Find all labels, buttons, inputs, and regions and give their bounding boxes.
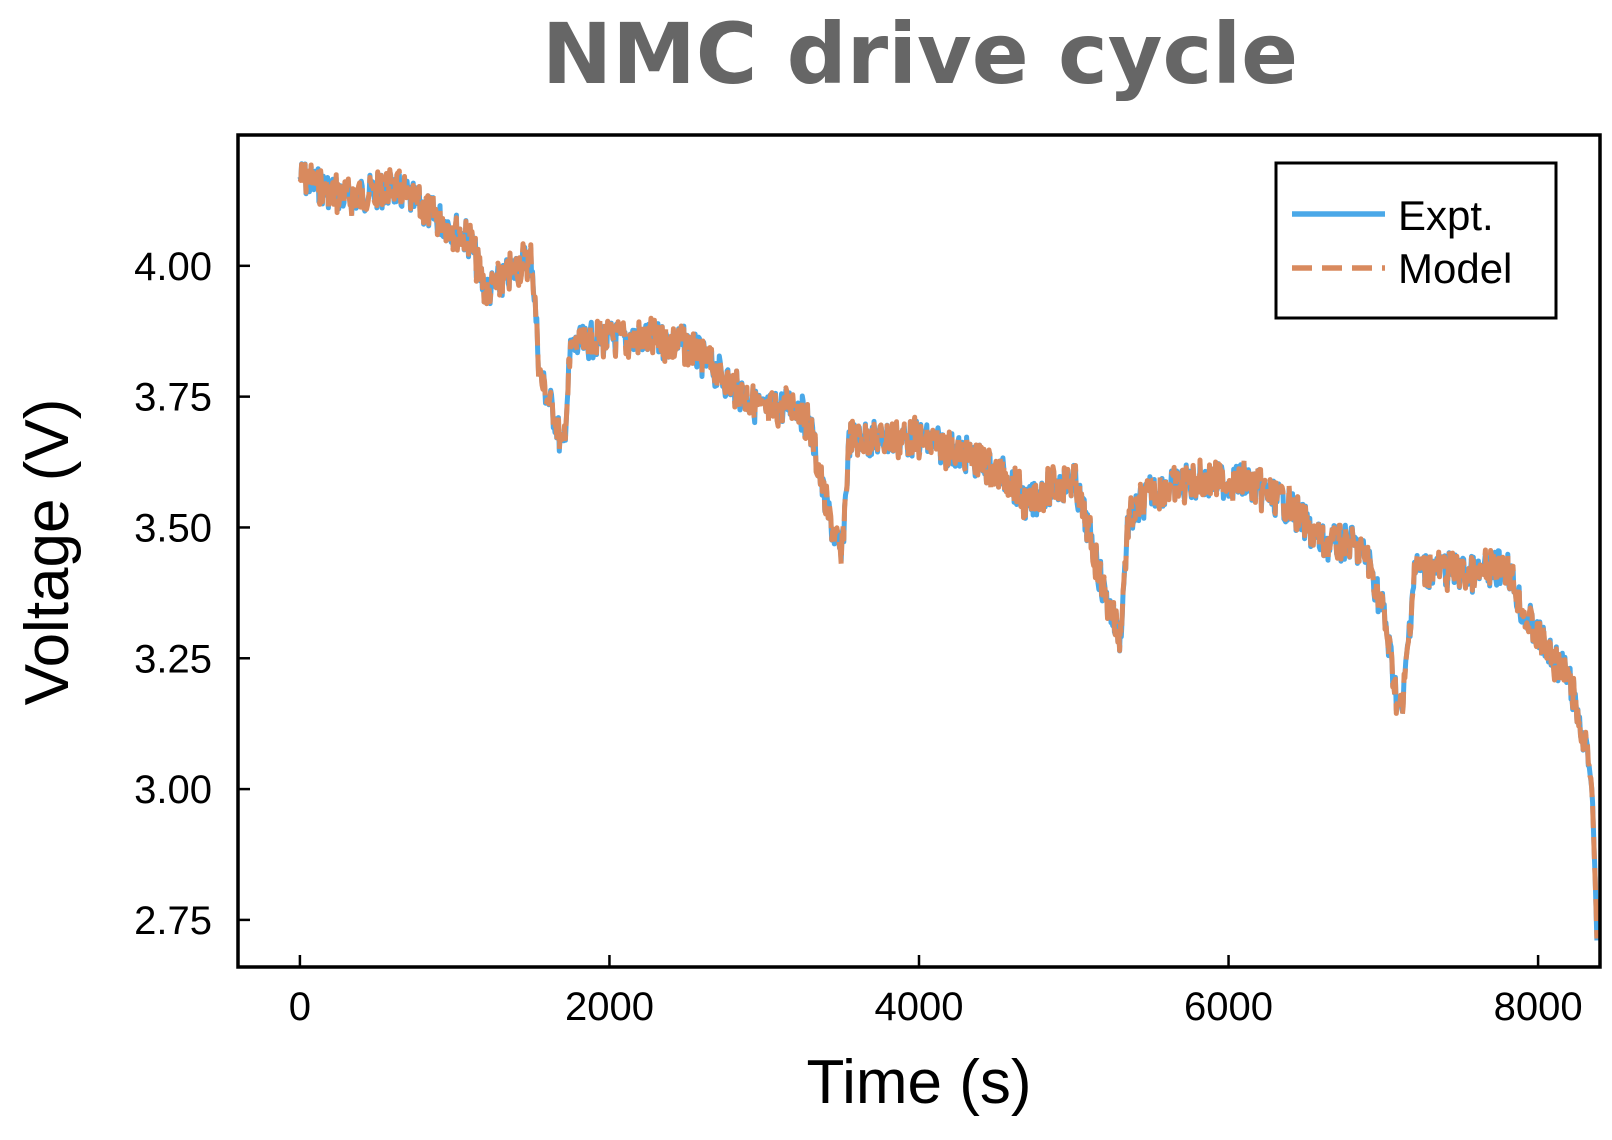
- legend-expt-label: Expt.: [1398, 192, 1494, 239]
- x-axis-ticks: 0 2000 4000 6000 8000: [289, 955, 1583, 1029]
- y-tick-label: 2.75: [134, 899, 212, 943]
- y-tick-label: 3.25: [134, 637, 212, 681]
- x-axis-label: Time (s): [807, 1048, 1032, 1117]
- x-tick-label: 8000: [1494, 985, 1583, 1029]
- x-tick-label: 2000: [565, 985, 654, 1029]
- y-tick-label: 3.50: [134, 506, 212, 550]
- x-tick-label: 4000: [875, 985, 964, 1029]
- y-axis-ticks: 2.75 3.00 3.25 3.50 3.75 4.00: [134, 245, 250, 943]
- y-tick-label: 4.00: [134, 245, 212, 289]
- y-tick-label: 3.75: [134, 376, 212, 420]
- y-tick-label: 3.00: [134, 768, 212, 812]
- y-axis-label: Voltage (V): [13, 399, 82, 706]
- chart-title: NMC drive cycle: [542, 5, 1298, 103]
- series-model-line: [297, 161, 1600, 939]
- legend: Expt. Model: [1274, 161, 1558, 320]
- plot-lines: [297, 161, 1600, 941]
- x-tick-label: 0: [289, 985, 311, 1029]
- legend-box: [1274, 161, 1558, 320]
- x-tick-label: 6000: [1184, 985, 1273, 1029]
- legend-model-label: Model: [1398, 245, 1512, 292]
